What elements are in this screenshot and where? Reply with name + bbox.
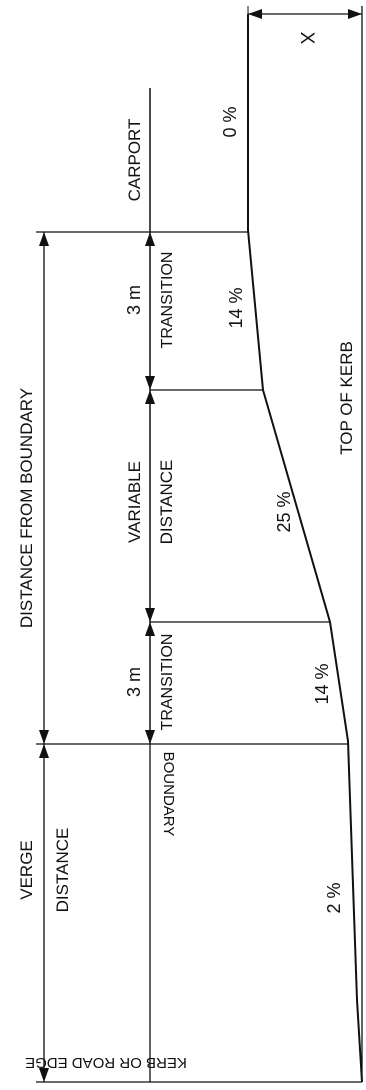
- dfb-arrow-bottom: [39, 730, 49, 744]
- kerb-edge-label: KERB OR ROAD EDGE: [25, 1054, 187, 1071]
- x-dim-arrow-right: [348, 9, 362, 19]
- tt-arrow-top: [145, 232, 155, 246]
- tt-arrow-bottom: [145, 376, 155, 390]
- vd-arrow-top: [145, 390, 155, 404]
- verge-arrow-bottom: [39, 1068, 49, 1082]
- grade-variable: 25 %: [274, 491, 294, 532]
- variable-label-line1: VARIABLE: [125, 461, 144, 543]
- grade-transition-bottom: 14 %: [312, 663, 332, 704]
- distance-from-boundary-label: DISTANCE FROM BOUNDARY: [17, 388, 36, 628]
- tb-arrow-bottom: [145, 730, 155, 744]
- grade-verge: 2 %: [324, 882, 344, 913]
- transition-top-label: TRANSITION: [159, 252, 176, 349]
- variable-label-line2: DISTANCE: [157, 460, 176, 545]
- vd-arrow-bottom: [145, 608, 155, 622]
- tb-arrow-top: [145, 622, 155, 636]
- x-dim-arrow-left: [248, 9, 262, 19]
- verge-arrow-top: [39, 744, 49, 758]
- transition-bottom-label: TRANSITION: [159, 634, 176, 731]
- verge-label-line2: DISTANCE: [53, 828, 72, 913]
- transition-bottom-length: 3 m: [124, 667, 144, 697]
- boundary-label: BOUNDARY: [160, 752, 177, 837]
- grade-transition-top: 14 %: [226, 287, 246, 328]
- grade-carport: 0 %: [220, 106, 240, 137]
- verge-label-line1: VERGE: [17, 840, 36, 900]
- dfb-arrow-top: [39, 232, 49, 246]
- x-dim-label: X: [296, 32, 317, 45]
- carport-label: CARPORT: [125, 119, 144, 202]
- top-of-kerb-label: TOP OF KERB: [337, 341, 356, 455]
- driveway-profile-line: [247, 14, 363, 1083]
- transition-top-length: 3 m: [124, 285, 144, 315]
